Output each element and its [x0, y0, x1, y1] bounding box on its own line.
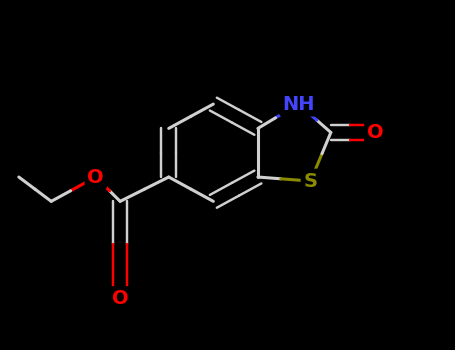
Text: O: O — [112, 289, 128, 308]
Text: NH: NH — [282, 94, 315, 114]
Text: S: S — [303, 172, 318, 191]
Text: O: O — [367, 123, 384, 142]
Text: O: O — [87, 168, 104, 187]
